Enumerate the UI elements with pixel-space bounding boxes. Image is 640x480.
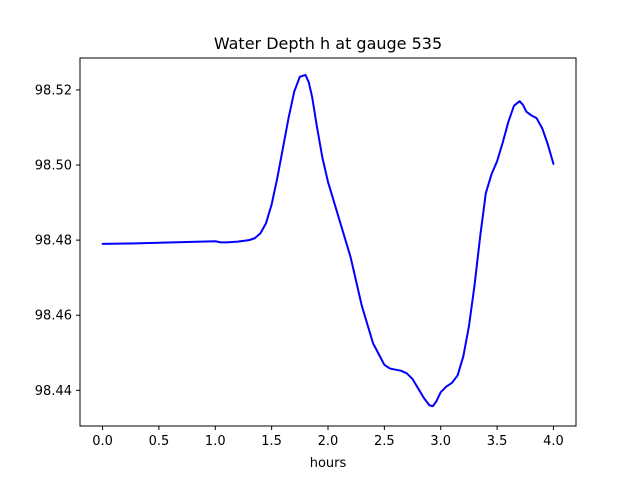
y-axis-ticks: 98.44 98.46 98.48 98.50 98.52 [35,83,80,399]
x-tick-label: 3.5 [487,434,508,449]
x-tick-label: 3.0 [430,434,451,449]
y-tick-label: 98.44 [35,384,72,399]
y-tick-label: 98.50 [35,159,72,174]
plot-area [79,57,577,427]
series-line-0 [101,73,555,408]
x-tick-label: 0.0 [92,434,113,449]
x-tick-label: 2.5 [374,434,395,449]
x-tick-label: 2.0 [318,434,339,449]
chart-title: Water Depth h at gauge 535 [214,34,442,53]
x-tick-label: 4.0 [543,434,564,449]
x-axis-ticks: 0.0 0.5 1.0 1.5 2.0 2.5 3.0 3.5 4.0 [92,426,564,449]
x-tick-label: 1.5 [261,434,282,449]
y-tick-label: 98.46 [35,309,72,324]
x-axis-label: hours [310,456,347,471]
x-tick-label: 1.0 [205,434,226,449]
y-tick-label: 98.48 [35,234,72,249]
y-tick-label: 98.52 [35,83,72,98]
x-tick-label: 0.5 [149,434,170,449]
